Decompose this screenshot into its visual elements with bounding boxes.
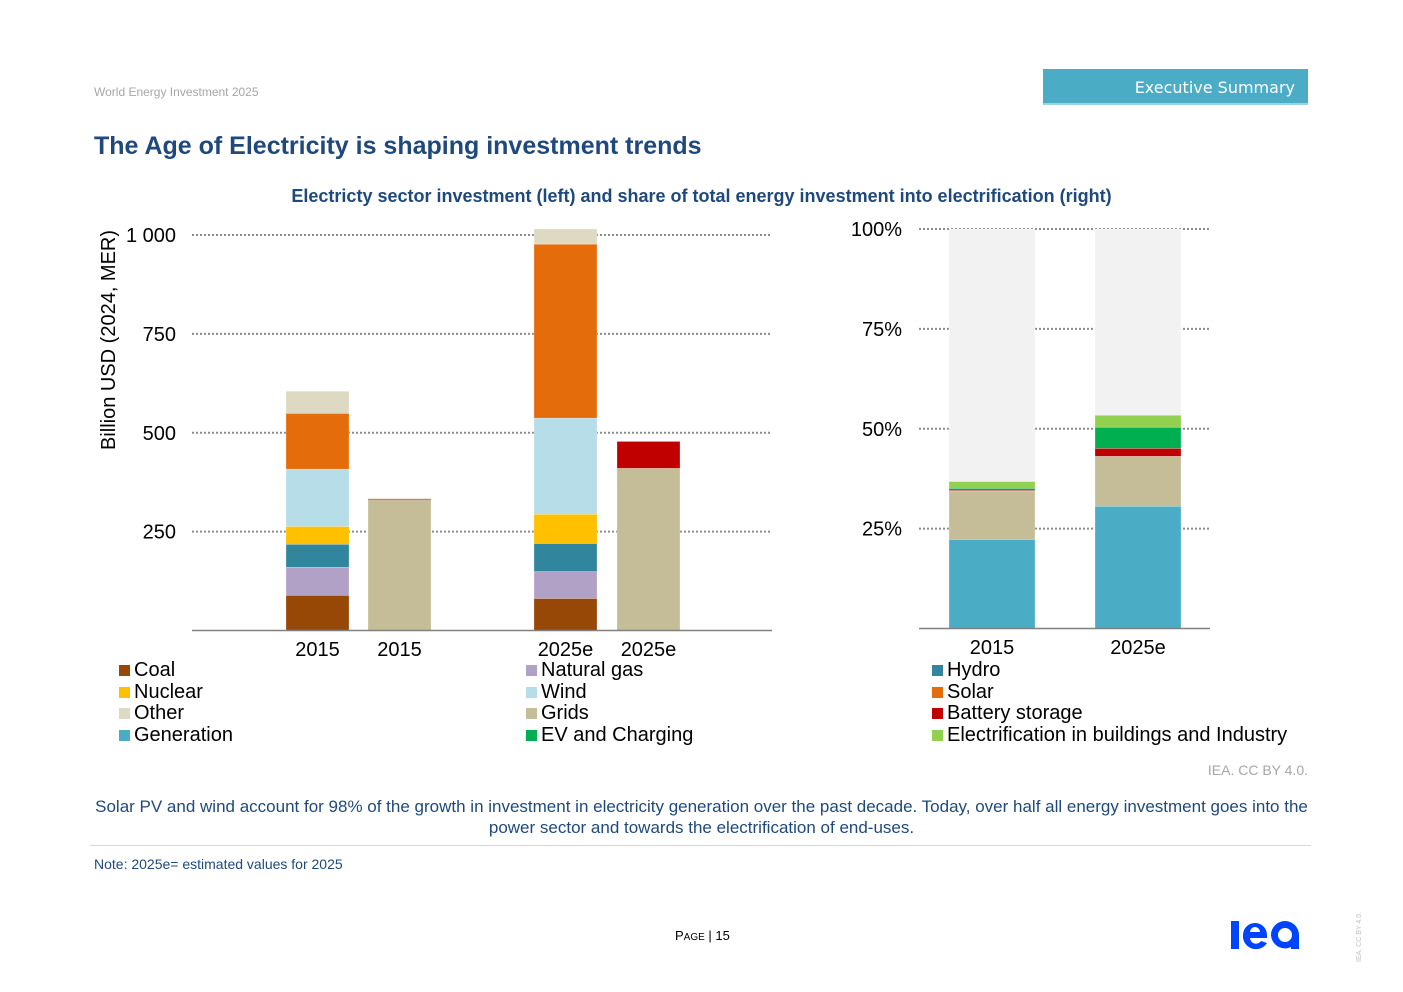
bar-segment-hydro: [285, 544, 350, 568]
chart-title: Electricty sector investment (left) and …: [291, 186, 1112, 206]
bar-segment-battery-storage: [616, 441, 681, 469]
legend-swatch-icon: [119, 729, 130, 741]
bar-segment-ev-and-charging: [948, 488, 1036, 491]
bar-segment-battery-storage: [367, 498, 432, 500]
bar-segment-nuclear: [533, 513, 598, 544]
bar-segment-natural-gas: [533, 571, 598, 599]
x-tick-label: 2025e: [621, 639, 677, 661]
legend-label: Battery storage: [947, 702, 1083, 724]
bar-segment-generation: [948, 539, 1036, 629]
legend-swatch-icon: [526, 729, 537, 741]
y-tick-label: 50%: [862, 419, 902, 441]
legend-label: Solar: [947, 681, 994, 703]
legend-swatch-icon: [119, 664, 130, 676]
bar-segment-nuclear: [285, 526, 350, 545]
legend-swatch-icon: [119, 686, 130, 698]
bar-segment-grids: [367, 498, 432, 631]
y-tick-label: 1 000: [126, 225, 176, 247]
legend-label: EV and Charging: [541, 724, 694, 746]
bar-segment-electrification-in-buildings-and-industry: [948, 481, 1036, 489]
bar-segment-other: [533, 228, 598, 245]
legend-item-other: Other: [119, 702, 184, 724]
bar-segment-grids: [1094, 456, 1182, 507]
legend-item-generation: Generation: [119, 724, 233, 746]
legend-item-grids: Grids: [526, 702, 589, 724]
legend-item-electrification-in-buildings-and-industry: Electrification in buildings and Industr…: [932, 724, 1287, 746]
bar-segment-battery-storage: [1094, 448, 1182, 457]
chart-caption: Solar PV and wind account for 98% of the…: [95, 797, 1308, 837]
legend-item-battery-storage: Battery storage: [932, 702, 1083, 724]
page-number: PAGE | 15: [675, 928, 730, 943]
bar-segment-wind: [285, 468, 350, 527]
legend-item-ev-and-charging: EV and Charging: [526, 724, 693, 746]
legend-label: Generation: [134, 724, 233, 746]
y-tick-label: 100%: [851, 219, 902, 241]
divider: [90, 845, 1311, 846]
document-title: World Energy Investment 2025: [94, 85, 259, 99]
bar-segment-coal: [533, 598, 598, 631]
bar-segment-grids: [616, 468, 681, 631]
legend-swatch-icon: [526, 664, 537, 676]
legend-item-coal: Coal: [119, 659, 175, 681]
legend-item-hydro: Hydro: [932, 659, 1000, 681]
bar-segment-solar: [533, 243, 598, 419]
vertical-license-text: IEA. CC BY 4.0.: [1356, 911, 1363, 962]
y-tick-label: 750: [143, 324, 176, 346]
y-axis-label: Billion USD (2024, MER): [98, 230, 120, 450]
legend-swatch-icon: [932, 707, 943, 719]
credit-text: IEA. CC BY 4.0.: [1207, 762, 1308, 778]
x-tick-label: 2015: [970, 637, 1015, 659]
bar-segment-remainder: [948, 228, 1036, 482]
legend-item-wind: Wind: [526, 681, 587, 703]
x-tick-label: 2015: [295, 639, 340, 661]
bar-segment-remainder: [1094, 228, 1182, 416]
legend-label: Natural gas: [541, 659, 644, 681]
page-prefix-first: P: [675, 928, 684, 943]
bar-segment-ev-and-charging: [1094, 426, 1182, 449]
x-tick-label: 2025e: [1110, 637, 1166, 659]
legend-swatch-icon: [932, 664, 943, 676]
bar-segment-solar: [285, 413, 350, 470]
legend-swatch-icon: [526, 707, 537, 719]
legend-label: Other: [134, 702, 185, 724]
page-prefix-rest: AGE: [683, 932, 705, 943]
legend-label: Nuclear: [134, 681, 203, 703]
legend-swatch-icon: [932, 686, 943, 698]
bar-segment-grids: [948, 490, 1036, 540]
iea-logo-icon: [1231, 921, 1299, 950]
page-title: The Age of Electricity is shaping invest…: [94, 132, 702, 160]
legend-swatch-icon: [526, 686, 537, 698]
legend-label: Grids: [541, 702, 589, 724]
bar-segment-coal: [285, 595, 350, 631]
bar-segment-hydro: [533, 543, 598, 572]
x-tick-label: 2015: [377, 639, 422, 661]
bar-segment-generation: [1094, 506, 1182, 629]
bar-segment-other: [285, 390, 350, 414]
y-tick-label: 250: [143, 522, 176, 544]
legend-label: Wind: [541, 681, 587, 703]
legend-swatch-icon: [932, 729, 943, 741]
legend-label: Coal: [134, 659, 176, 681]
y-tick-label: 75%: [862, 319, 902, 341]
legend-swatch-icon: [119, 707, 130, 719]
legend-item-nuclear: Nuclear: [119, 681, 203, 703]
x-tick-label: 2025e: [538, 639, 594, 661]
legend-item-solar: Solar: [932, 681, 994, 703]
section-badge: Executive Summary: [1043, 69, 1308, 105]
y-tick-label: 500: [143, 423, 176, 445]
legend-label: Hydro: [947, 659, 1001, 681]
y-tick-label: 25%: [862, 519, 902, 541]
bar-segment-electrification-in-buildings-and-industry: [1094, 414, 1182, 428]
footnote: Note: 2025e= estimated values for 2025: [94, 856, 343, 872]
bar-segment-natural-gas: [285, 566, 350, 596]
bar-segment-wind: [533, 417, 598, 515]
legend-label: Electrification in buildings and Industr…: [947, 724, 1288, 746]
legend-item-natural-gas: Natural gas: [526, 659, 643, 681]
page-number-value: | 15: [708, 928, 730, 943]
